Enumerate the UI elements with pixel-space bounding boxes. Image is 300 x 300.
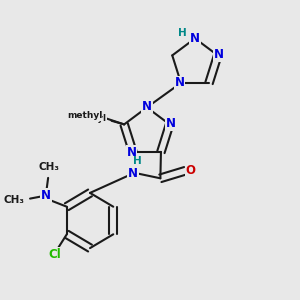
Text: H: H: [133, 156, 142, 166]
Text: N: N: [214, 48, 224, 61]
Text: Cl: Cl: [48, 248, 61, 261]
Text: N: N: [166, 117, 176, 130]
Text: N: N: [126, 146, 136, 159]
Text: N: N: [41, 189, 51, 202]
Text: CH₃: CH₃: [3, 195, 24, 206]
Text: CH₃: CH₃: [38, 163, 59, 172]
Text: methyl: methyl: [67, 112, 102, 121]
Text: H: H: [178, 28, 187, 38]
Text: N: N: [142, 100, 152, 113]
Text: N: N: [175, 76, 185, 89]
Text: methyl: methyl: [74, 114, 106, 123]
Text: N: N: [190, 32, 200, 45]
Text: N: N: [128, 167, 138, 180]
Text: O: O: [185, 164, 195, 177]
